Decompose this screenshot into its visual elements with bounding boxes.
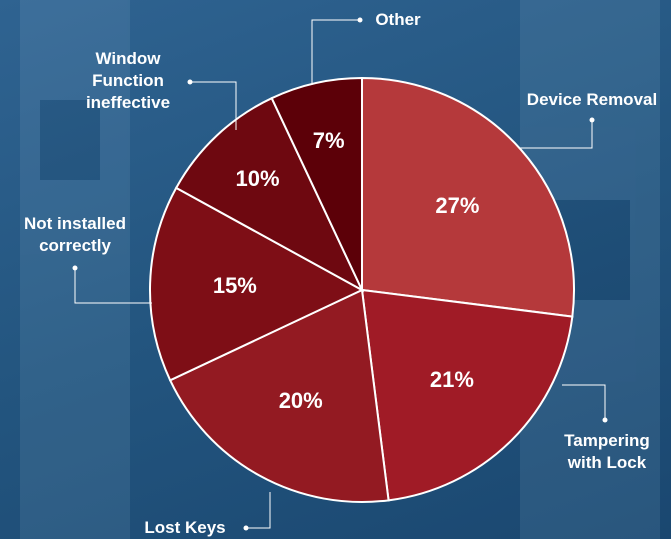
leader-dot bbox=[589, 117, 595, 123]
leader-dot bbox=[187, 79, 193, 85]
category-label: Lost Keys bbox=[144, 518, 226, 537]
leader-dot bbox=[357, 17, 363, 23]
slice-percent: 20% bbox=[278, 388, 323, 414]
pie-slice bbox=[361, 76, 575, 318]
leader-dot bbox=[72, 265, 78, 271]
category-label: Tampering with Lock bbox=[564, 431, 650, 472]
category-label: Device Removal bbox=[526, 90, 658, 109]
leader-line bbox=[246, 492, 271, 529]
pie-slice bbox=[149, 186, 365, 382]
leader-line bbox=[562, 384, 606, 420]
leader-dot bbox=[602, 417, 608, 423]
pie-slice bbox=[174, 96, 365, 293]
slice-percent: 27% bbox=[435, 192, 480, 218]
category-label: Other bbox=[375, 10, 421, 29]
pie-slice bbox=[168, 288, 390, 503]
category-label: Not installed correctly bbox=[23, 214, 126, 255]
leader-line bbox=[190, 81, 237, 130]
slice-percent: 7% bbox=[312, 128, 345, 154]
leader-line bbox=[520, 120, 593, 149]
leader-dot bbox=[243, 525, 249, 531]
slice-percent: 21% bbox=[429, 366, 474, 392]
pie-slice bbox=[270, 76, 363, 291]
slice-percent: 10% bbox=[235, 165, 280, 191]
category-label: Window Function ineffective bbox=[85, 49, 171, 112]
background-building bbox=[20, 0, 660, 539]
leader-line bbox=[311, 19, 360, 85]
slice-percent: 15% bbox=[212, 273, 257, 298]
leader-line bbox=[74, 268, 152, 304]
pie-slice bbox=[360, 288, 574, 502]
